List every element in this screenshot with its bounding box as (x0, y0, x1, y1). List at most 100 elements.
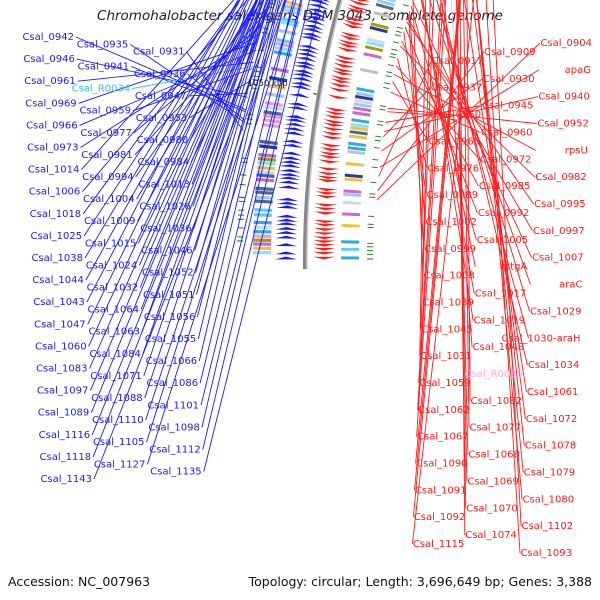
label-leader-line (89, 0, 258, 391)
gene-label: Csal_1048 (473, 342, 525, 353)
gene-label: Csal_0936 (134, 69, 186, 80)
gene-label: Csal_1031 (420, 351, 472, 362)
cog-category-block (347, 146, 366, 152)
gene-label: Csal_1018 (30, 209, 82, 220)
cog-category-block (354, 94, 374, 101)
label-leader-line (83, 0, 241, 237)
gene-label: Csal_1077 (469, 423, 521, 434)
backbone-arc (302, 0, 343, 270)
cog-category-block (375, 2, 394, 11)
gene-label: Csal_0947 (135, 91, 187, 102)
label-leader-line (138, 0, 257, 266)
label-leader-line (84, 0, 239, 259)
forward-gene-arrow (321, 0, 331, 3)
forward-gene-arrow (275, 235, 298, 239)
cog-category-block (342, 212, 361, 217)
label-leader-line (190, 9, 266, 163)
cog-category-block (253, 242, 272, 246)
reverse-gene-arrow (323, 119, 345, 124)
forward-gene-arrow (309, 0, 331, 6)
reverse-gene-arrow (313, 236, 336, 240)
label-leader-line (408, 14, 425, 249)
forward-gene-arrow (280, 151, 303, 156)
gene-label: Csal_1069 (467, 476, 519, 487)
gene-label: Csal_0960 (481, 128, 533, 139)
label-leader-line (392, 81, 429, 142)
forward-gene-arrow (289, 85, 312, 91)
label-leader-line (141, 0, 264, 332)
label-leader-line (411, 0, 475, 545)
gene-label: Csal_1066 (146, 356, 198, 367)
cog-category-block (253, 212, 273, 217)
cog-category-block (356, 87, 375, 94)
reverse-gene-arrow (334, 58, 356, 64)
gene-label: araC (559, 280, 582, 291)
forward-gene-arrow (302, 24, 324, 31)
label-leader-line (200, 0, 302, 406)
label-leader-line (203, 0, 322, 472)
cog-category-block (369, 25, 388, 34)
scale-tick-mark (312, 93, 318, 95)
inner-track-tick (373, 147, 380, 149)
gene-label: Csal_1007 (532, 253, 584, 264)
gene-label: Csal_0999 (424, 244, 476, 255)
reverse-gene-arrow (314, 206, 337, 211)
label-leader-line (492, 0, 522, 527)
cog-category-block (259, 144, 278, 150)
forward-gene-arrow (292, 73, 314, 78)
inner-track-tick (387, 64, 394, 67)
label-leader-line (194, 0, 271, 251)
topology-text: Topology: circular; Length: 3,696,649 bp… (248, 574, 592, 589)
reverse-gene-arrow (337, 42, 359, 48)
inner-track-tick (383, 86, 390, 89)
cog-category-block (343, 189, 362, 194)
cog-category-block (385, 0, 397, 3)
gene-label: Csal_0973 (27, 143, 79, 154)
gene-labels: Csal_0942Csal_0935Csal_0931Csal_0946Csal… (22, 32, 592, 559)
gene-label: Csal_1061 (527, 387, 579, 398)
reverse-gene-arrow (321, 131, 344, 136)
label-leader-line (397, 58, 428, 169)
label-leader-line (420, 0, 435, 330)
outer-track-tick (254, 70, 261, 73)
inner-track-tick (394, 34, 401, 37)
forward-gene-arrow (275, 256, 298, 260)
forward-gene-arrow (275, 231, 298, 235)
outer-track-tick (238, 200, 245, 203)
reverse-gene-arrow (339, 34, 361, 40)
inner-track-tick (367, 253, 374, 255)
cog-category-block (257, 165, 276, 171)
cog-category-block (353, 102, 372, 109)
label-leader-line (376, 42, 541, 201)
gene-label: Csal_0959 (79, 106, 131, 117)
label-leader-line (412, 0, 424, 276)
cog-category-block (253, 225, 272, 230)
label-leader-line (191, 0, 263, 185)
gene-label: Csal_1044 (32, 275, 84, 286)
label-leader-line (186, 51, 244, 131)
gene-label: Csal_1078 (525, 441, 577, 452)
gene-label: Csal_1032 (87, 283, 139, 294)
cog-category-block (253, 238, 272, 243)
cog-category-block (270, 66, 289, 74)
gene-label: Csal_0976 (428, 163, 480, 174)
gene-label: Csal_1082 (470, 396, 522, 407)
gene-label: apaG (565, 65, 591, 76)
label-leader-line (132, 68, 253, 112)
reverse-gene-arrow (333, 62, 355, 68)
forward-gene-arrow (285, 115, 307, 120)
reverse-gene-arrow (320, 143, 342, 148)
cog-category-block (370, 22, 389, 30)
reverse-gene-arrow (323, 114, 346, 119)
gene-label: Csal_0937 (431, 83, 483, 94)
forward-gene-arrow (284, 122, 306, 128)
inner-track-tick (393, 41, 400, 44)
outer-track-tick (237, 218, 244, 220)
reverse-gene-arrow (342, 22, 364, 29)
reverse-gene-arrow (319, 151, 341, 156)
inner-track-tick (379, 105, 387, 108)
scale-tick-label: 1050 kbp (248, 79, 288, 89)
cog-category-block (341, 256, 360, 260)
inner-track-tick (377, 120, 384, 123)
cog-category-block (264, 101, 284, 107)
